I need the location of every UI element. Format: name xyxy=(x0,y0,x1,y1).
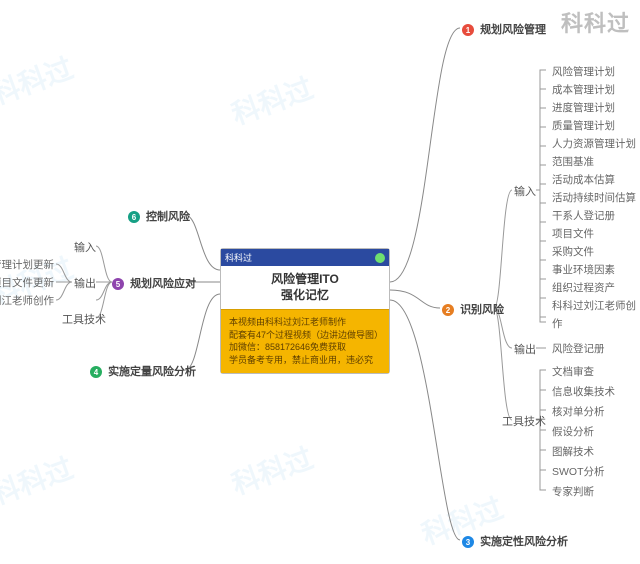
list-item: 质量管理计划 xyxy=(552,117,640,135)
node-quantitative[interactable]: 4 实施定量风险分析 xyxy=(90,363,196,379)
badge-2-icon: 2 xyxy=(442,304,454,316)
tools-list: 文档审查 信息收集技术 核对单分析 假设分析 图解技术 SWOT分析 专家判断 xyxy=(552,363,615,503)
badge-6-icon: 6 xyxy=(128,211,140,223)
badge-3-icon: 3 xyxy=(462,536,474,548)
node-label: 实施定性风险分析 xyxy=(480,536,568,548)
center-desc: 本视频由科科过刘江老师制作 配套有47个过程视频（边讲边做导图） 加微信：858… xyxy=(221,309,389,372)
list-item: SWOT分析 xyxy=(552,463,615,483)
center-card: 科科过 风险管理ITO 强化记忆 本视频由科科过刘江老师制作 配套有47个过程视… xyxy=(220,248,390,374)
desc-line: 加微信：858172646免费获取 xyxy=(229,341,381,354)
desc-line: 学员备考专用，禁止商业用，违必究 xyxy=(229,354,381,367)
section-input: 输入 xyxy=(74,239,96,255)
list-item: 风险登记册 xyxy=(552,341,605,356)
leaf-output-item: 项目管理计划更新 xyxy=(0,257,54,272)
brand-label: 科科过 xyxy=(561,6,630,38)
watermark: 科科过 xyxy=(0,447,78,513)
badge-5-icon: 5 xyxy=(112,278,124,290)
node-label: 规划风险管理 xyxy=(480,24,546,36)
list-item: 活动成本估算 xyxy=(552,171,640,189)
status-dot-icon xyxy=(375,253,385,263)
input-list: 风险管理计划 成本管理计划 进度管理计划 质量管理计划 人力资源管理计划 范围基… xyxy=(552,63,640,315)
list-item: 科科过刘江老师创作 xyxy=(552,297,640,315)
list-item: 风险管理计划 xyxy=(552,63,640,81)
node-label: 规划风险应对 xyxy=(130,278,196,290)
center-band: 科科过 xyxy=(221,249,389,266)
list-item: 干系人登记册 xyxy=(552,207,640,225)
node-label: 控制风险 xyxy=(146,211,190,223)
list-item: 假设分析 xyxy=(552,423,615,443)
desc-line: 配套有47个过程视频（边讲边做导图） xyxy=(229,329,381,342)
node-plan-response[interactable]: 5 规划风险应对 xyxy=(112,275,196,291)
center-title-l1: 风险管理ITO xyxy=(225,272,385,288)
node-qualitative[interactable]: 3 实施定性风险分析 xyxy=(462,533,568,549)
list-item: 文档审查 xyxy=(552,363,615,383)
list-item: 进度管理计划 xyxy=(552,99,640,117)
section-output: 输出 xyxy=(74,275,96,291)
section-tools: 工具技术 xyxy=(502,413,546,429)
section-input: 输入 xyxy=(514,183,536,199)
node-label: 识别风险 xyxy=(460,304,504,316)
list-item: 项目文件 xyxy=(552,225,640,243)
list-item: 图解技术 xyxy=(552,443,615,463)
list-item: 成本管理计划 xyxy=(552,81,640,99)
section-tools: 工具技术 xyxy=(62,311,106,327)
watermark: 科科过 xyxy=(0,47,78,113)
center-title-l2: 强化记忆 xyxy=(225,288,385,304)
list-item: 专家判断 xyxy=(552,483,615,503)
watermark: 科科过 xyxy=(226,67,319,133)
desc-line: 本视频由科科过刘江老师制作 xyxy=(229,316,381,329)
list-item: 事业环境因素 xyxy=(552,261,640,279)
center-title: 风险管理ITO 强化记忆 xyxy=(221,266,389,309)
node-plan-risk-mgmt[interactable]: 1 规划风险管理 xyxy=(462,21,546,37)
list-item: 范围基准 xyxy=(552,153,640,171)
list-item: 组织过程资产 xyxy=(552,279,640,297)
list-item: 采购文件 xyxy=(552,243,640,261)
leaf-output-item: 科科过刘江老师创作 xyxy=(0,293,54,308)
list-item: 人力资源管理计划 xyxy=(552,135,640,153)
node-label: 实施定量风险分析 xyxy=(108,366,196,378)
list-item: 信息收集技术 xyxy=(552,383,615,403)
badge-1-icon: 1 xyxy=(462,24,474,36)
center-band-label: 科科过 xyxy=(225,251,252,264)
badge-4-icon: 4 xyxy=(90,366,102,378)
section-output: 输出 xyxy=(514,341,536,357)
list-item: 活动持续时间估算 xyxy=(552,189,640,207)
leaf-output-item: 项目文件更新 xyxy=(0,275,54,290)
node-identify-risk[interactable]: 2 识别风险 xyxy=(442,301,504,317)
node-control-risk[interactable]: 控制风险 6 xyxy=(130,208,190,224)
list-item: 核对单分析 xyxy=(552,403,615,423)
watermark: 科科过 xyxy=(226,437,319,503)
